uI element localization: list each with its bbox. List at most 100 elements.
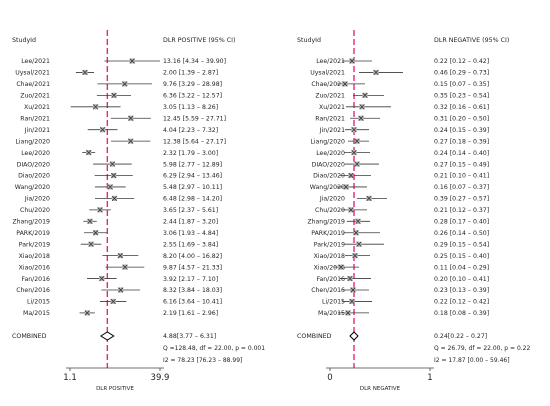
study-row: Park/2019 0.29 [0.15 – 0.54] [314, 241, 489, 248]
x-axis-title: DLR NEGATIVE [360, 386, 401, 392]
study-row: Li/2015 0.22 [0.12 – 0.42] [322, 299, 489, 306]
study-label: Chae/2021 [311, 81, 345, 88]
study-row: Jin/2021 4.04 [2.23 – 7.32] [24, 127, 218, 134]
study-point-estimate [338, 264, 344, 270]
study-ci-text: 3.05 [1.13 – 8.26] [163, 104, 218, 111]
study-label: Li/2015 [322, 299, 345, 306]
study-row: Li/2015 6.16 [3.64 – 10.41] [27, 299, 222, 306]
combined-estimate-diamond [99, 331, 115, 341]
study-ci-text: 0.23 [0.13 – 0.39] [434, 287, 489, 294]
study-ci-text: 0.21 [0.12 – 0.37] [434, 207, 489, 214]
study-ci-text: 5.48 [2.97 – 10.11] [163, 184, 222, 191]
study-ci-text: 0.22 [0.12 – 0.42] [434, 58, 489, 65]
study-label: DIAO/2020 [312, 161, 345, 168]
study-ci-text: 2.19 [1.61 – 2.96] [163, 310, 218, 317]
study-point-estimate [93, 230, 99, 236]
study-row: Liang/2020 12.38 [5.64 – 27.17] [15, 138, 226, 145]
study-ci-text: 0.20 [0.10 – 0.41] [434, 276, 489, 283]
study-point-estimate [351, 127, 357, 133]
study-ci-text: 0.29 [0.15 – 0.54] [434, 241, 489, 248]
study-ci-text: 0.46 [0.29 – 0.73] [434, 70, 489, 77]
study-point-estimate [118, 287, 124, 293]
study-point-estimate [356, 241, 362, 247]
study-point-estimate [373, 69, 379, 76]
study-point-estimate [359, 104, 365, 110]
study-label: Ma/2015 [23, 310, 50, 317]
study-label: Chu/2020 [20, 207, 50, 214]
study-row: DIAO/2020 5.98 [2.77 – 12.89] [17, 161, 223, 168]
study-ci-text: 0.28 [0.17 – 0.40] [434, 219, 489, 226]
study-ci-text: 8.32 [3.84 – 18.03] [163, 287, 222, 294]
x-axis-tick-label: 1 [427, 373, 432, 383]
study-ci-text: 0.11 [0.04 – 0.29] [434, 264, 489, 271]
study-ci-text: 0.27 [0.15 – 0.49] [434, 161, 489, 168]
study-point-estimate [358, 115, 364, 121]
study-row: DIAO/2020 0.27 [0.15 – 0.49] [312, 161, 490, 168]
study-row: Lee/2021 0.22 [0.12 – 0.42] [316, 58, 489, 65]
study-label: Lee/2020 [316, 150, 345, 157]
study-point-estimate [122, 264, 128, 270]
study-point-estimate [342, 81, 348, 87]
study-point-estimate [362, 92, 368, 98]
study-ci-text: 6.36 [3.22 – 12.57] [163, 93, 222, 100]
study-label: Lee/2021 [316, 58, 345, 65]
study-ci-text: 0.21 [0.10 – 0.41] [434, 173, 489, 180]
study-row: Uysal/2021 2.00 [1.39 – 2.87] [15, 70, 218, 77]
study-column-header: StudyId [12, 37, 36, 44]
study-ci-text: 0.18 [0.08 – 0.39] [434, 310, 489, 317]
study-row: Zuo/2021 6.36 [3.22 – 12.57] [20, 93, 222, 100]
study-label: PARK/2019 [311, 230, 345, 237]
study-row: Wang/2020 5.48 [2.97 – 10.11] [15, 184, 222, 191]
study-label: Uysal/2021 [310, 70, 345, 77]
study-ci-text: 0.31 [0.20 – 0.50] [434, 115, 489, 122]
study-row: Xiao/2018 0.25 [0.15 – 0.40] [314, 253, 490, 260]
study-point-estimate [111, 195, 118, 201]
study-ci-text: 12.38 [5.64 – 27.17] [163, 138, 226, 145]
study-label: Zuo/2021 [20, 93, 50, 100]
study-label: Jin/2021 [319, 127, 345, 134]
study-ci-text: 3.92 [2.17 – 7.10] [163, 276, 218, 283]
study-row: Ran/2021 0.31 [0.20 – 0.50] [315, 115, 489, 122]
study-point-estimate [350, 287, 356, 293]
study-point-estimate [129, 58, 135, 64]
combined-estimate-diamond [349, 331, 359, 341]
study-label: Xiao/2018 [19, 253, 50, 260]
study-row: Diao/2020 6.29 [2.94 – 13.46] [18, 173, 222, 180]
study-ci-text: 4.04 [2.23 – 7.32] [163, 127, 218, 134]
study-point-estimate [86, 150, 92, 156]
study-label: Lee/2020 [21, 150, 50, 157]
study-row: Ran/2021 12.45 [5.59 – 27.71] [20, 115, 226, 122]
study-label: Zhang/2019 [307, 219, 345, 226]
x-axis-tick-label: 1.1 [63, 373, 77, 383]
study-label: Wang/2020 [310, 184, 345, 191]
study-label: Park/2019 [19, 241, 50, 248]
study-row: Chae/2021 0.15 [0.07 – 0.35] [311, 81, 489, 88]
study-point-estimate [111, 92, 117, 98]
study-ci-text: 0.26 [0.14 – 0.50] [434, 230, 489, 237]
study-ci-text: 0.22 [0.12 – 0.42] [434, 299, 489, 306]
study-point-estimate [109, 161, 116, 167]
study-label: Diao/2020 [313, 173, 345, 180]
study-label: Chen/2016 [311, 287, 345, 294]
heterogeneity-stat: I2 = 17.87 [0.00 – 59.46] [434, 357, 510, 364]
study-ci-text: 0.24 [0.14 – 0.40] [434, 150, 489, 157]
x-axis-tick-label: 0 [327, 373, 332, 383]
study-row: Chu/2020 3.65 [2.37 – 5.61] [20, 207, 218, 214]
study-point-estimate [107, 184, 113, 190]
study-point-estimate [348, 172, 354, 179]
study-row: Zhang/2019 0.28 [0.17 – 0.40] [307, 219, 489, 226]
study-row: Chu/2020 0.21 [0.12 – 0.37] [315, 207, 489, 214]
study-label: Jia/2020 [24, 196, 50, 203]
forest-panel-dlr-positive: StudyId DLR POSITIVE (95% CI) Lee/2021 13.1… [12, 30, 265, 392]
study-point-estimate [343, 184, 349, 190]
study-ci-text: 2.55 [1.69 – 3.84] [163, 241, 218, 248]
combined-label: COMBINED [12, 333, 47, 340]
study-ci-text: 2.32 [1.79 – 3.00] [163, 150, 218, 157]
study-point-estimate [99, 275, 105, 282]
study-point-estimate [97, 207, 103, 213]
study-row: Xiao/2016 0.11 [0.04 – 0.29] [314, 264, 490, 271]
combined-ci-text: 4.88[3.77 – 6.31] [163, 333, 216, 340]
study-point-estimate [366, 195, 372, 201]
study-label: Jin/2021 [24, 127, 50, 134]
